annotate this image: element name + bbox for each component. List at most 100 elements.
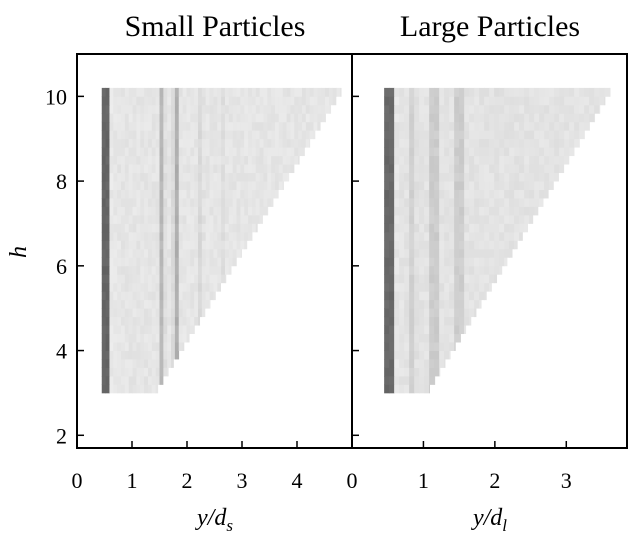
heat-cell [102, 122, 106, 131]
heat-cell [148, 308, 152, 317]
heat-cell [183, 130, 187, 139]
heat-cell [175, 274, 179, 283]
heat-cell [419, 368, 424, 377]
heat-cell [167, 308, 171, 317]
heat-cell [414, 266, 419, 275]
heat-cell [263, 105, 267, 114]
heat-cell [237, 130, 241, 139]
heat-cell [404, 215, 409, 224]
heat-cell [171, 266, 175, 275]
heat-cell [144, 266, 148, 275]
heat-cell [419, 249, 424, 258]
heat-cell [429, 156, 434, 165]
heat-cell [248, 207, 252, 216]
heat-cell [290, 88, 294, 97]
heat-cell [125, 376, 129, 385]
heat-cell [148, 130, 152, 139]
heat-cell [136, 308, 140, 317]
heat-cell [156, 113, 160, 122]
heat-cell [225, 173, 229, 182]
heat-cell [186, 215, 190, 224]
heat-cell [434, 215, 439, 224]
heat-cell [106, 359, 110, 368]
heat-cell [484, 223, 489, 232]
heat-cell [233, 207, 237, 216]
heat-cell [429, 164, 434, 173]
heat-cell [171, 164, 175, 173]
heat-cell [321, 113, 325, 122]
heat-cell [198, 181, 202, 190]
heat-cell [419, 223, 424, 232]
heat-cell [175, 130, 179, 139]
heat-cell [210, 240, 214, 249]
heat-cell [394, 342, 399, 351]
y-axis-label: h [6, 246, 32, 258]
heat-cell [225, 88, 229, 97]
heat-cell [202, 207, 206, 216]
heat-cell [210, 190, 214, 199]
heat-cell [594, 96, 599, 105]
heat-cell [424, 266, 429, 275]
heat-cell [434, 164, 439, 173]
heat-cell [429, 181, 434, 190]
heat-cell [499, 249, 504, 258]
heat-cell [190, 130, 194, 139]
heat-cell [419, 240, 424, 249]
heat-cell [102, 105, 106, 114]
heat-cell [569, 147, 574, 156]
heat-cell [474, 274, 479, 283]
heat-cell [117, 88, 121, 97]
heat-cell [240, 88, 244, 97]
heat-cell [479, 198, 484, 207]
heat-cell [459, 300, 464, 309]
heat-cell [160, 308, 164, 317]
heat-cell [206, 105, 210, 114]
heat-cell [256, 156, 260, 165]
heat-cell [414, 215, 419, 224]
heat-cell [464, 223, 469, 232]
heat-cell [449, 113, 454, 122]
heat-cell [198, 122, 202, 131]
heat-cell [549, 130, 554, 139]
heat-cell [163, 334, 167, 343]
heat-cell [102, 342, 106, 351]
heat-cell [424, 164, 429, 173]
heat-cell [133, 368, 137, 377]
heat-cell [148, 156, 152, 165]
heat-cell [394, 300, 399, 309]
heat-cell [133, 96, 137, 105]
heat-cell [133, 88, 137, 97]
heat-cell [125, 232, 129, 241]
heat-cell [321, 88, 325, 97]
heat-cell [459, 274, 464, 283]
heat-cell [109, 139, 113, 148]
heat-cell [267, 139, 271, 148]
heat-cell [275, 190, 279, 199]
heat-cell [225, 96, 229, 105]
heat-cell [489, 181, 494, 190]
heat-cell [298, 147, 302, 156]
heat-cell [198, 291, 202, 300]
heat-cell [109, 156, 113, 165]
heat-cell [429, 368, 434, 377]
heat-cell [534, 88, 539, 97]
heat-cell [213, 122, 217, 131]
heat-cell [136, 257, 140, 266]
heat-cell [389, 88, 394, 97]
heat-cell [109, 105, 113, 114]
heat-cell [539, 113, 544, 122]
heat-cell [429, 240, 434, 249]
heat-cell [414, 181, 419, 190]
heat-cell [121, 96, 125, 105]
heat-cell [384, 223, 389, 232]
heat-cell [419, 232, 424, 241]
heat-cell [202, 181, 206, 190]
heat-cell [504, 164, 509, 173]
heat-cell [109, 368, 113, 377]
heat-cell [469, 223, 474, 232]
heat-cell [404, 105, 409, 114]
heat-cell [454, 190, 459, 199]
heat-cell [183, 198, 187, 207]
heat-cell [156, 122, 160, 131]
heat-cell [464, 113, 469, 122]
